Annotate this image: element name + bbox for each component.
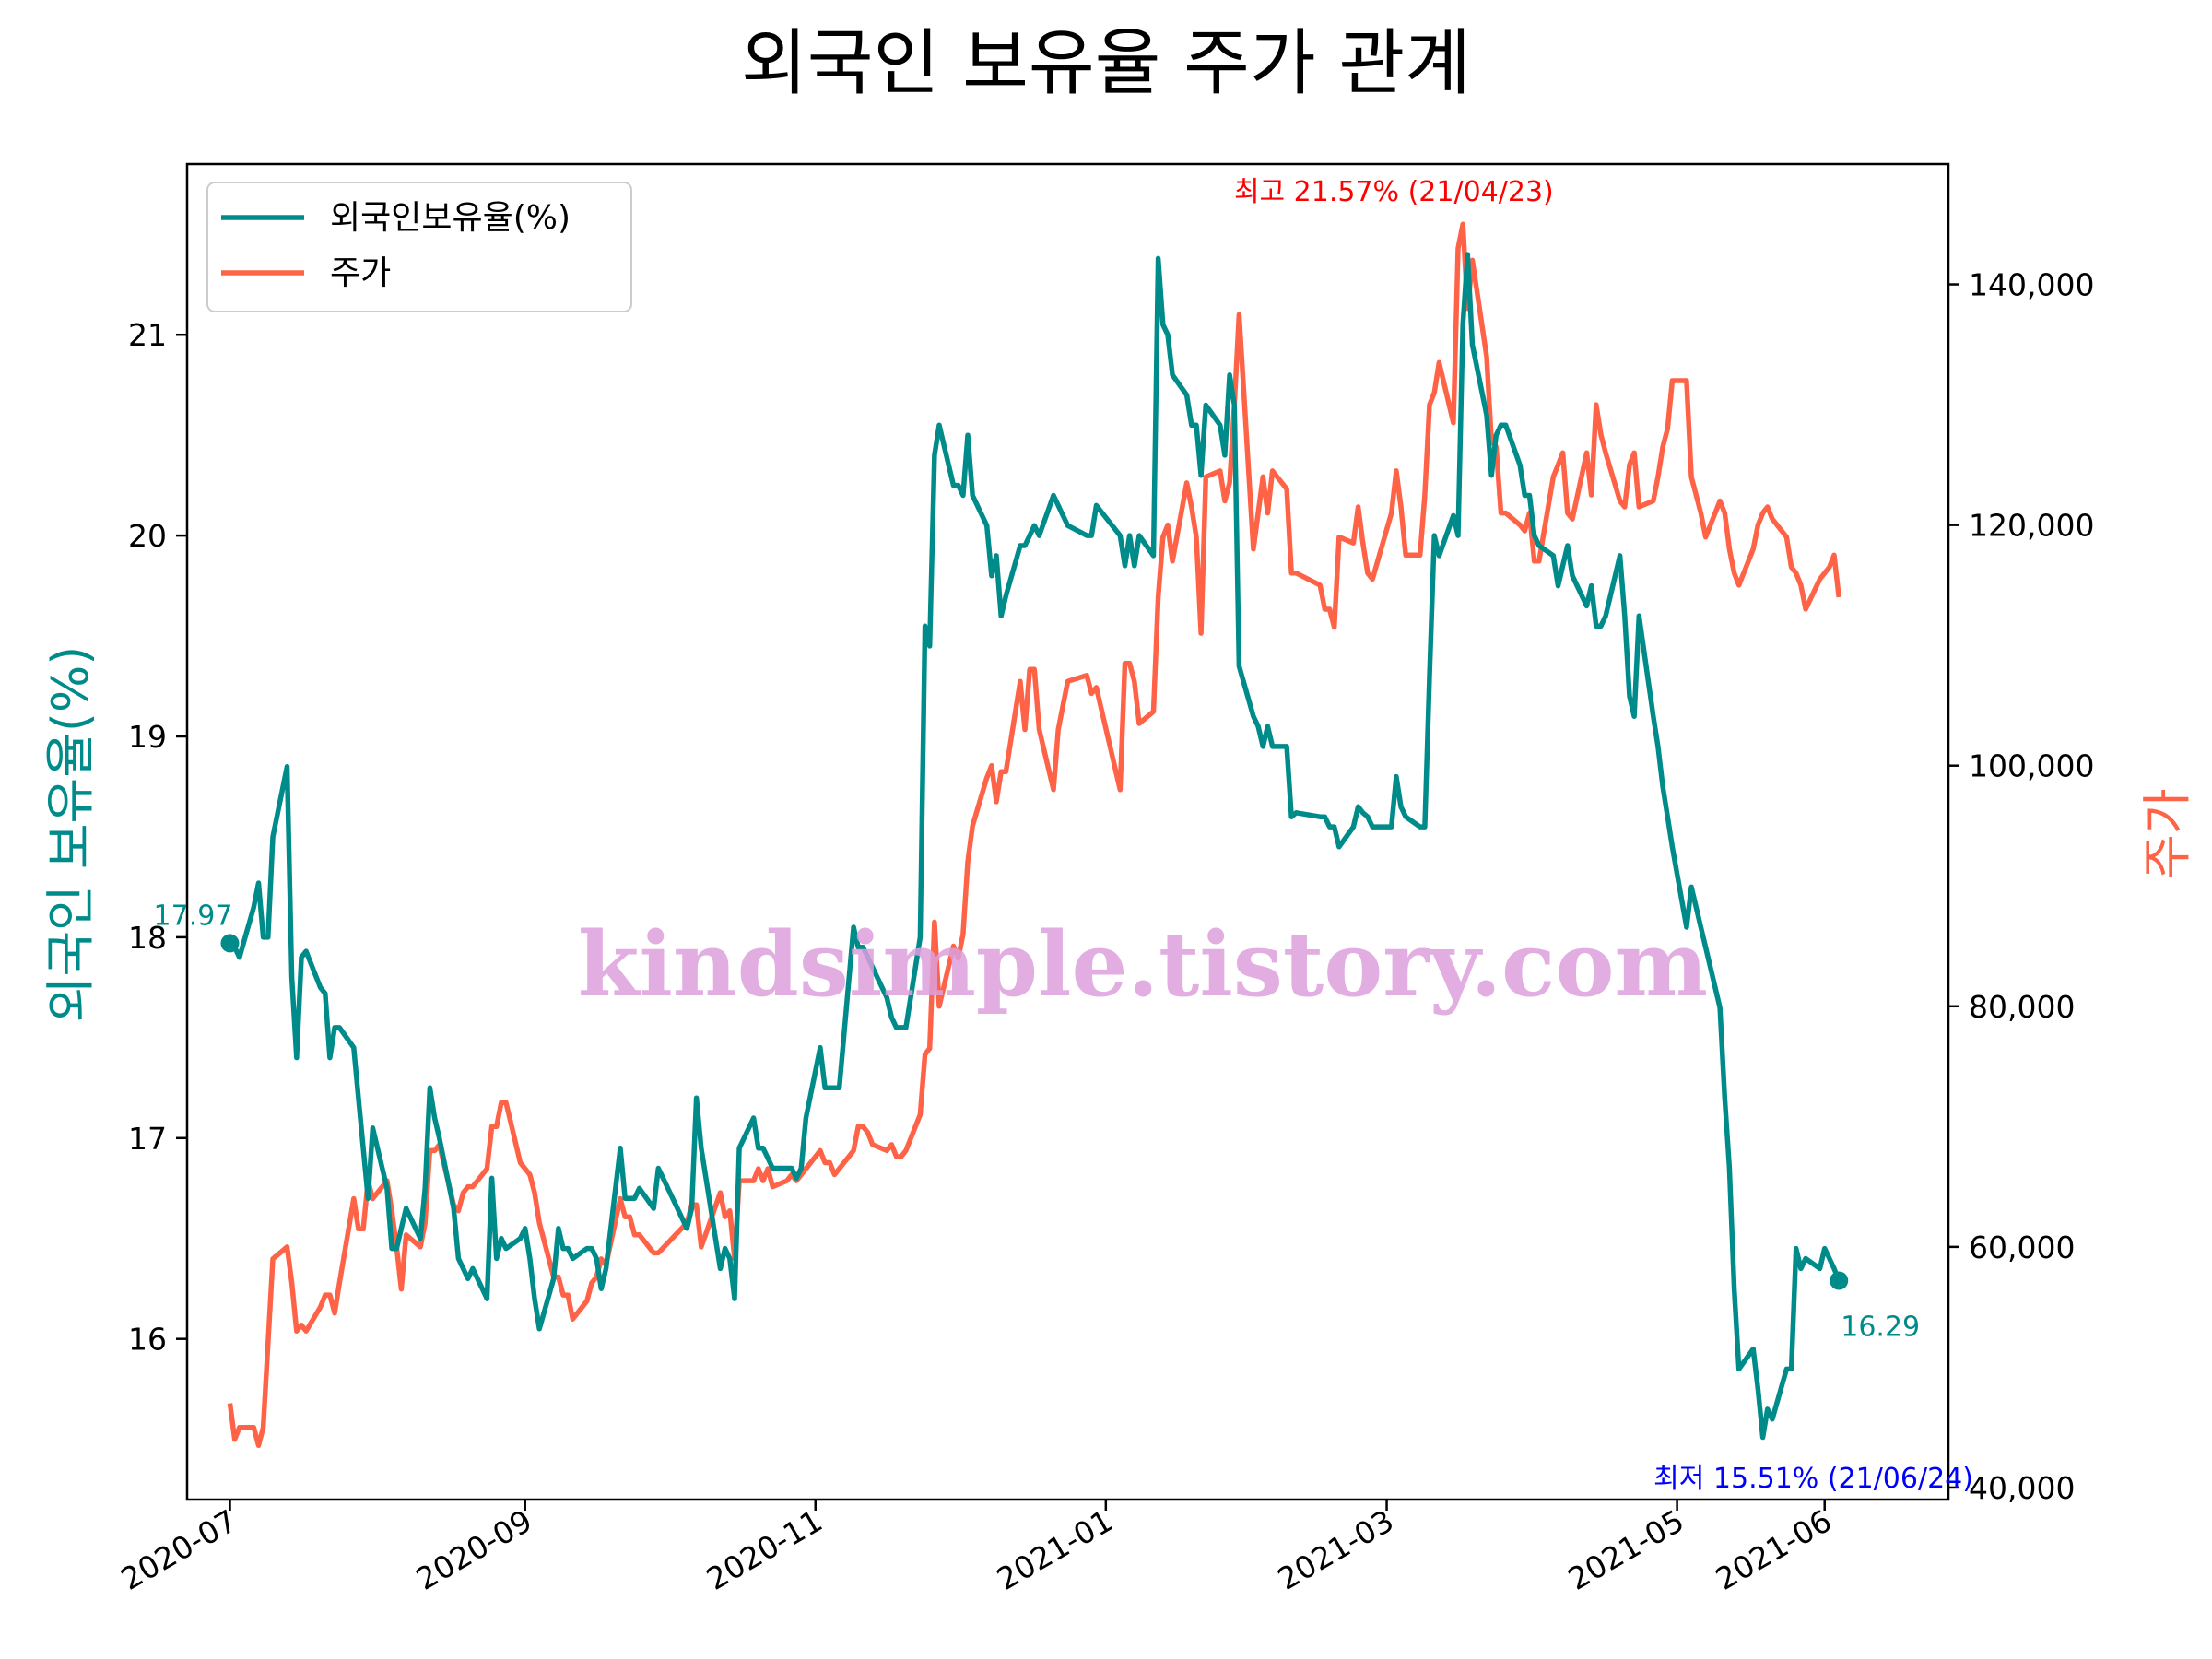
x-tick-label: 2021-05	[1562, 1502, 1690, 1597]
end-point-marker	[1830, 1271, 1849, 1290]
end-value-label: 16.29	[1841, 1311, 1920, 1343]
legend-price-label: 주가	[330, 254, 391, 292]
max-annotation: 최고 21.57% (21/04/23)	[1234, 176, 1554, 208]
right-y-axis-label: 주가	[2138, 788, 2196, 879]
price-series-line	[227, 221, 1841, 1449]
chart-title: 외국인 보유율 주가 관계	[741, 22, 1471, 105]
y2-tick-label: 60,000	[1969, 1230, 2075, 1265]
watermark: kindsimple.tistory.com	[578, 912, 1708, 1017]
y-tick-label: 18	[128, 920, 167, 956]
series-layer	[227, 221, 1841, 1449]
plot-frame	[185, 162, 1950, 1501]
x-tick-label: 2021-03	[1272, 1502, 1400, 1597]
y-tick-label: 16	[128, 1322, 167, 1358]
y-tick-label: 20	[128, 518, 167, 554]
x-tick-label: 2021-01	[991, 1502, 1119, 1597]
legend-ratio-label: 외국인보유율(%)	[330, 199, 571, 237]
x-axis: 2020-07 2020-09 2020-11 2021-01 2021-03 2021-…	[115, 1500, 1838, 1597]
left-y-axis: 16 17 18 19 20 21	[128, 317, 187, 1358]
legend-box	[206, 182, 632, 312]
min-annotation: 최저 15.51% (21/06/24)	[1653, 1463, 1973, 1495]
left-y-axis-label: 외국인 보유율(%)	[41, 646, 100, 1023]
ratio-series-line	[228, 252, 1841, 1441]
y2-tick-label: 40,000	[1969, 1470, 2075, 1506]
right-y-axis: 40,000 60,000 80,000 100,000 120,000 140,000	[1948, 267, 2094, 1506]
y-tick-label: 17	[128, 1121, 167, 1157]
x-tick-label: 2021-06	[1710, 1502, 1838, 1597]
x-tick-label: 2020-09	[410, 1502, 538, 1597]
legend: 외국인보유율(%) 주가	[206, 182, 632, 312]
y-tick-label: 21	[128, 317, 167, 353]
y2-tick-label: 100,000	[1969, 748, 2094, 784]
start-point-marker	[220, 934, 240, 953]
y-tick-label: 19	[128, 719, 167, 755]
y2-tick-label: 80,000	[1969, 989, 2075, 1025]
x-tick-label: 2020-11	[700, 1502, 829, 1597]
y2-tick-label: 140,000	[1969, 267, 2094, 303]
x-tick-label: 2020-07	[115, 1502, 243, 1597]
start-value-label: 17.97	[154, 900, 233, 932]
y2-tick-label: 120,000	[1969, 508, 2094, 544]
